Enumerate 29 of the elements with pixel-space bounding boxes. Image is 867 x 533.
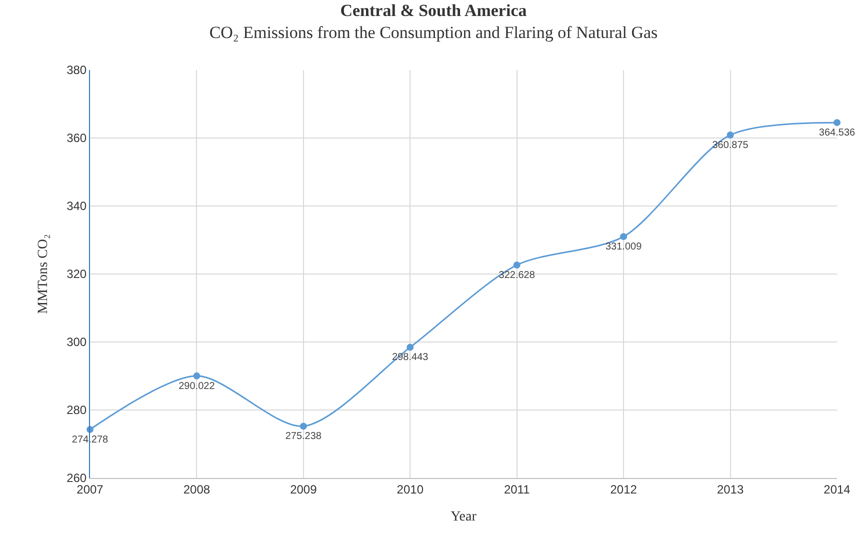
x-tick-label: 2010 [396,482,424,496]
y-tick-label: 280 [66,403,87,418]
y-axis-title: MMTons CO₂ [36,234,52,314]
point [193,372,200,380]
data-label: 331.009 [605,241,642,252]
x-tick-label: 2012 [610,482,638,496]
point [726,132,734,139]
x-tick-label: 2014 [824,482,851,496]
y-tick-label: 360 [66,131,87,146]
point [834,119,840,126]
point [300,422,307,430]
y-tick-label: 300 [66,335,87,350]
x-tick-label: 2009 [290,482,318,496]
data-label: 322.628 [498,270,536,281]
point [406,344,414,351]
data-label: 364.536 [818,127,856,138]
x-tick-label: 2008 [183,482,210,496]
data-label: 290.022 [178,380,216,392]
y-tick-label: 320 [66,267,87,282]
point [513,262,520,269]
chart-title: Central & South America [340,0,528,20]
point [620,233,628,240]
chart-subtitle: CO₂ Emissions from the Consumption and Flaring of Natural Gas [209,23,658,42]
x-tick-label: 2013 [716,482,744,496]
data-label: 275.238 [285,431,322,442]
y-tick-label: 380 [66,63,87,78]
y-tick-label: 340 [66,199,87,214]
x-axis-title: Year [450,510,477,525]
x-tick-label: 2011 [504,482,530,496]
